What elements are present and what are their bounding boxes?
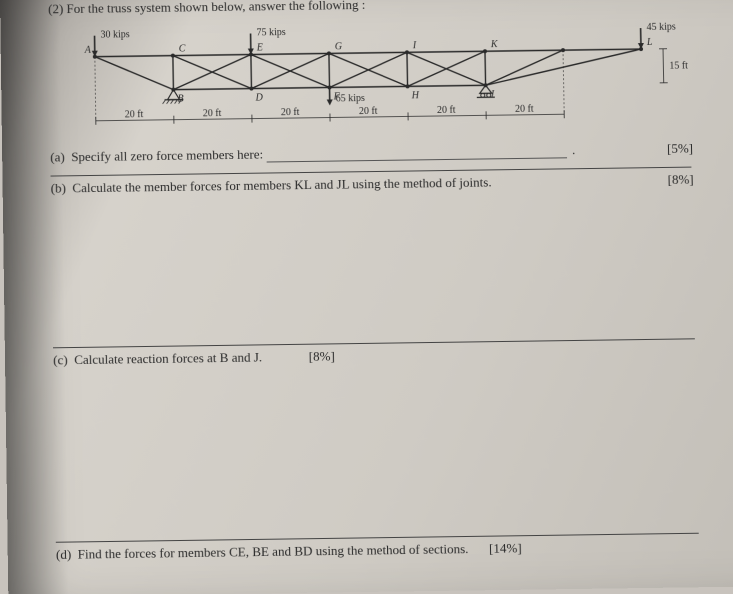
svg-text:K: K	[490, 39, 499, 50]
svg-text:20 ft: 20 ft	[125, 109, 144, 120]
truss-svg: ACEGIKLBDFHJ30 kips75 kips45 kips65 kips…	[54, 10, 697, 147]
part-d-text: Find the forces for members CE, BE and B…	[78, 541, 469, 562]
svg-text:A: A	[84, 45, 92, 56]
svg-text:20 ft: 20 ft	[437, 105, 456, 116]
part-b-label: (b)	[51, 180, 66, 195]
part-a-text: Specify all zero force members here:	[71, 147, 263, 165]
svg-text:75 kips: 75 kips	[256, 27, 285, 38]
svg-text:L: L	[646, 37, 653, 48]
svg-text:C: C	[179, 43, 186, 54]
svg-text:15 ft: 15 ft	[669, 60, 688, 71]
svg-text:I: I	[412, 40, 417, 51]
marks-a: [5%]	[667, 141, 693, 157]
problem-text: For the truss system shown below, answer…	[66, 0, 365, 16]
svg-text:20 ft: 20 ft	[281, 107, 300, 118]
svg-text:E: E	[256, 42, 263, 53]
problem-number: (2)	[48, 1, 63, 16]
svg-text:20 ft: 20 ft	[359, 106, 378, 117]
marks-c: [8%]	[309, 348, 335, 363]
svg-text:H: H	[411, 90, 420, 101]
part-a-label: (a)	[50, 149, 65, 164]
truss-figure: ACEGIKLBDFHJ30 kips75 kips45 kips65 kips…	[54, 10, 697, 147]
part-c-text: Calculate reaction forces at B and J.	[74, 349, 262, 367]
svg-text:20 ft: 20 ft	[203, 108, 222, 119]
part-c-label: (c)	[53, 352, 68, 367]
svg-text:20 ft: 20 ft	[515, 104, 534, 115]
work-space-b	[51, 187, 715, 347]
marks-b: [8%]	[667, 172, 693, 188]
svg-text:30 kips: 30 kips	[100, 29, 129, 40]
svg-text:D: D	[255, 92, 264, 103]
marks-d: [14%]	[489, 540, 522, 556]
part-d-label: (d)	[56, 547, 71, 562]
content-area: (2) For the truss system shown below, an…	[48, 0, 719, 563]
svg-text:65 kips: 65 kips	[336, 93, 365, 104]
svg-text:45 kips: 45 kips	[646, 22, 675, 33]
worksheet-page: (2) For the truss system shown below, an…	[0, 0, 733, 594]
answer-blank-a	[266, 146, 567, 162]
work-space-c	[53, 359, 718, 542]
svg-text:G: G	[335, 41, 342, 52]
